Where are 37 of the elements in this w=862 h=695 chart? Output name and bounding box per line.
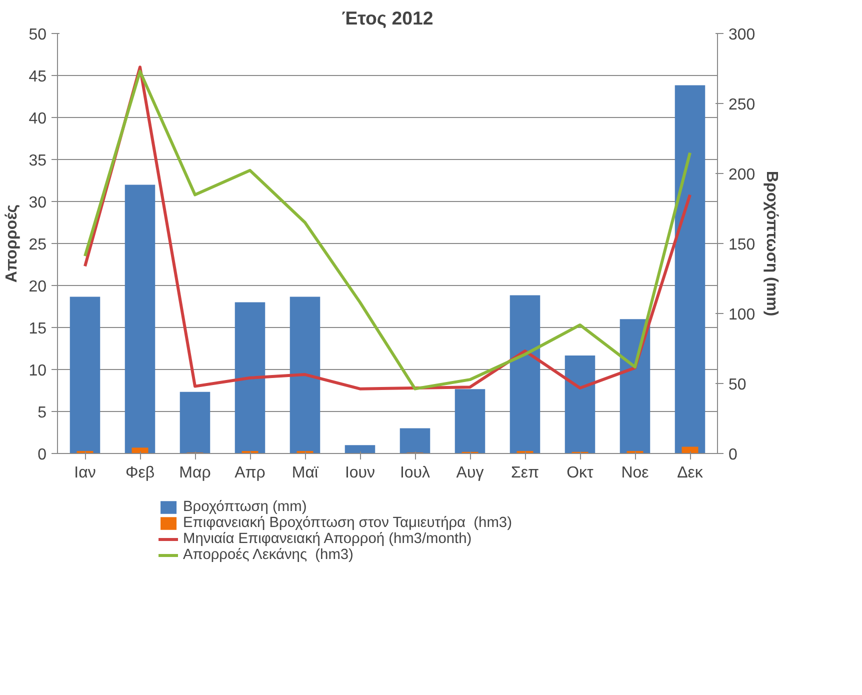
x-tick-label: Φεβ [125, 464, 155, 482]
y-tick-label: 5 [38, 404, 47, 422]
y-tick-label: 10 [28, 362, 47, 380]
y-tick-label: 35 [28, 152, 47, 170]
x-tick-label: Ιουν [344, 464, 376, 482]
legend-label: Βροχόπτωση (mm) [183, 499, 307, 515]
y-tick-label: 45 [28, 68, 47, 86]
x-tick-label: Αυγ [456, 464, 484, 482]
x-tick-label: Μαϊ [292, 464, 319, 482]
y-tick-label: 40 [28, 110, 47, 128]
legend-label: Μηνιαία Επιφανειακή Απορροή (hm3/month) [183, 531, 472, 547]
x-tick-label: Μαρ [179, 464, 211, 482]
y-tick-label: 25 [28, 236, 47, 254]
y-tick-label: 20 [28, 278, 47, 296]
chart-title: Έτος 2012 [342, 8, 434, 28]
x-tick-label: Ιουλ [400, 464, 430, 482]
y2-tick-label: 300 [728, 26, 756, 44]
y-tick-label: 15 [28, 320, 47, 338]
y2-tick-label: 150 [728, 236, 756, 254]
y2-tick-label: 100 [728, 306, 756, 324]
x-tick-label: Δεκ [677, 464, 704, 482]
x-tick-label: Νοε [621, 464, 649, 482]
x-tick-label: Ιαν [74, 464, 96, 482]
y-tick-label: 30 [28, 194, 47, 212]
y2-tick-label: 0 [728, 446, 738, 464]
legend-label: Επιφανειακή Βροχόπτωση στον Ταμιευτήρα (hm3) [183, 515, 512, 531]
y2-tick-label: 250 [728, 96, 756, 114]
x-tick-label: Οκτ [566, 464, 594, 482]
y-axis-title: Απορροές [4, 204, 21, 283]
y-tick-label: 0 [38, 446, 47, 464]
y2-tick-label: 50 [728, 376, 746, 394]
y2-axis-title: Βροχόπτωση (mm) [763, 170, 780, 316]
x-tick-label: Σεπ [510, 464, 540, 482]
y2-tick-label: 200 [728, 166, 756, 184]
legend-label: Απορροές Λεκάνης (hm3) [183, 547, 354, 563]
y-tick-label: 50 [28, 26, 47, 44]
x-tick-label: Απρ [234, 464, 266, 482]
